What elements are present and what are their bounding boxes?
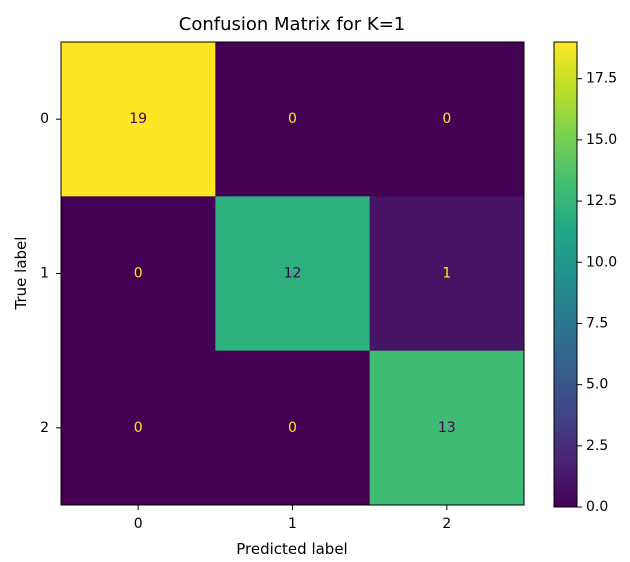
heatmap-cell: [215, 350, 371, 506]
heatmap-cell: [215, 196, 371, 352]
heatmap-cells: [61, 42, 525, 506]
colorbar-tick-label: 10.0: [586, 254, 617, 270]
heatmap-cell-labels: 19 0 0 0 12 1 0 0 13: [129, 111, 455, 436]
y-tick-label: 2: [40, 420, 49, 436]
cell-value-label: 13: [438, 420, 456, 436]
colorbar-ticks: 0.0 2.5 5.0 7.5 10.0 12.5 15.0 17.5: [577, 71, 617, 515]
x-axis-ticks: 0 1 2: [134, 505, 451, 532]
x-tick-label: 1: [288, 516, 297, 532]
colorbar-tick-label: 17.5: [586, 71, 617, 87]
x-tick-label: 0: [134, 516, 143, 532]
cell-value-label: 0: [134, 420, 143, 436]
y-tick-label: 1: [40, 266, 49, 282]
cell-value-label: 0: [442, 111, 451, 127]
x-axis-label: Predicted label: [236, 540, 347, 558]
heatmap-cell: [369, 196, 525, 352]
y-tick-label: 0: [40, 111, 49, 127]
cell-value-label: 1: [442, 266, 451, 282]
heatmap-cell: [61, 196, 216, 352]
heatmap-cell: [369, 42, 525, 197]
y-axis-ticks: 0 1 2: [40, 111, 61, 436]
colorbar-tick-label: 15.0: [586, 132, 617, 148]
heatmap-cell: [369, 350, 525, 506]
cell-value-label: 0: [288, 420, 297, 436]
colorbar: [553, 41, 578, 508]
cell-value-label: 0: [288, 111, 297, 127]
heatmap-cell: [61, 42, 216, 197]
colorbar-tick-label: 12.5: [586, 193, 617, 209]
cell-value-label: 19: [129, 111, 147, 127]
chart-title: Confusion Matrix for K=1: [179, 14, 405, 35]
cell-value-label: 12: [284, 266, 302, 282]
cell-value-label: 0: [134, 266, 143, 282]
colorbar-tick-label: 2.5: [586, 438, 608, 454]
colorbar-tick-label: 7.5: [586, 315, 608, 331]
heatmap-cell: [61, 350, 216, 506]
heatmap-cell: [215, 42, 371, 197]
colorbar-tick-label: 5.0: [586, 377, 608, 393]
y-axis-label: True label: [12, 237, 30, 311]
x-tick-label: 2: [442, 516, 451, 532]
colorbar-tick-label: 0.0: [586, 499, 608, 515]
